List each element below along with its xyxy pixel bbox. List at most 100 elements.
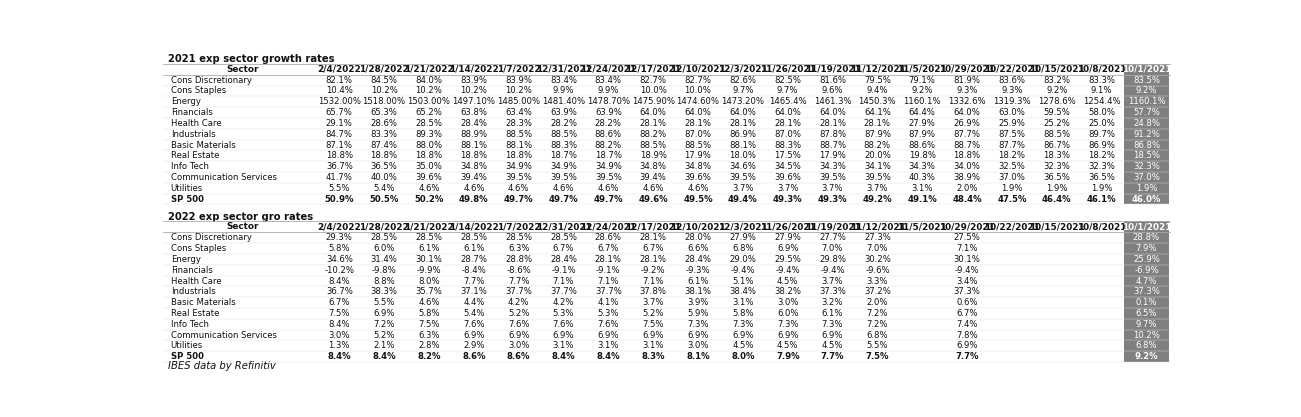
Text: 37.0%: 37.0% bbox=[1133, 173, 1160, 182]
Text: 3.1%: 3.1% bbox=[643, 342, 664, 350]
Text: 88.7%: 88.7% bbox=[820, 141, 846, 150]
Text: 63.9%: 63.9% bbox=[550, 108, 576, 117]
Text: -9.8%: -9.8% bbox=[372, 266, 397, 275]
Text: 5.3%: 5.3% bbox=[553, 309, 574, 318]
Text: 10.2%: 10.2% bbox=[461, 86, 488, 95]
Text: 8.4%: 8.4% bbox=[328, 320, 350, 329]
Text: 49.7%: 49.7% bbox=[593, 195, 623, 203]
Text: 87.8%: 87.8% bbox=[820, 130, 846, 139]
Text: 1485.00%: 1485.00% bbox=[497, 97, 540, 106]
Text: 34.9%: 34.9% bbox=[505, 162, 532, 171]
Text: 34.9%: 34.9% bbox=[595, 162, 622, 171]
Text: SP 500: SP 500 bbox=[170, 352, 204, 361]
Text: -8.6%: -8.6% bbox=[506, 266, 531, 275]
Text: 46.0%: 46.0% bbox=[1132, 195, 1162, 203]
Text: 28.5%: 28.5% bbox=[371, 233, 398, 242]
Text: 63.9%: 63.9% bbox=[595, 108, 622, 117]
Text: -8.4%: -8.4% bbox=[462, 266, 487, 275]
Text: 39.6%: 39.6% bbox=[415, 173, 442, 182]
Text: 11/12/2021: 11/12/2021 bbox=[850, 222, 905, 231]
Text: Info Tech: Info Tech bbox=[170, 320, 208, 329]
Text: 83.3%: 83.3% bbox=[371, 130, 398, 139]
Text: 11/26/2021: 11/26/2021 bbox=[760, 222, 816, 231]
Text: 9.3%: 9.3% bbox=[956, 86, 978, 95]
Text: 8.4%: 8.4% bbox=[597, 352, 621, 361]
Text: 7.8%: 7.8% bbox=[956, 331, 978, 339]
Text: 88.5%: 88.5% bbox=[505, 130, 532, 139]
Text: 12/17/2021: 12/17/2021 bbox=[626, 222, 682, 231]
Text: 7.3%: 7.3% bbox=[822, 320, 843, 329]
Text: 47.5%: 47.5% bbox=[997, 195, 1026, 203]
Text: 5.1%: 5.1% bbox=[732, 276, 753, 286]
Text: 5.5%: 5.5% bbox=[866, 342, 889, 350]
Text: Cons Staples: Cons Staples bbox=[170, 86, 226, 95]
Text: 49.6%: 49.6% bbox=[639, 195, 667, 203]
Text: 48.4%: 48.4% bbox=[952, 195, 982, 203]
Text: 49.7%: 49.7% bbox=[503, 195, 533, 203]
Text: 32.5%: 32.5% bbox=[998, 162, 1025, 171]
Bar bbox=[1124, 75, 1168, 85]
Text: 25.2%: 25.2% bbox=[1043, 119, 1071, 128]
Text: 63.4%: 63.4% bbox=[505, 108, 532, 117]
Text: 3.3%: 3.3% bbox=[866, 276, 889, 286]
Text: 28.2%: 28.2% bbox=[595, 119, 622, 128]
Text: 27.9%: 27.9% bbox=[730, 233, 756, 242]
Text: 91.2%: 91.2% bbox=[1133, 130, 1160, 139]
Text: 6.9%: 6.9% bbox=[553, 331, 574, 339]
Text: 18.3%: 18.3% bbox=[1043, 151, 1071, 160]
Text: 2/4/2022: 2/4/2022 bbox=[317, 65, 362, 74]
Text: 3.0%: 3.0% bbox=[687, 342, 709, 350]
Text: 28.0%: 28.0% bbox=[684, 233, 712, 242]
Text: Basic Materials: Basic Materials bbox=[170, 298, 235, 307]
Text: 27.5%: 27.5% bbox=[954, 233, 981, 242]
Text: 4.6%: 4.6% bbox=[463, 184, 484, 193]
Text: 86.7%: 86.7% bbox=[1043, 141, 1071, 150]
Text: 88.5%: 88.5% bbox=[550, 130, 578, 139]
Text: 86.8%: 86.8% bbox=[1133, 141, 1160, 150]
Text: -6.9%: -6.9% bbox=[1134, 266, 1159, 275]
Text: Energy: Energy bbox=[170, 97, 200, 106]
Text: 87.1%: 87.1% bbox=[325, 141, 353, 150]
Text: 39.4%: 39.4% bbox=[461, 173, 488, 182]
Text: 1/21/2022: 1/21/2022 bbox=[405, 222, 454, 231]
Bar bbox=[1124, 340, 1168, 351]
Text: 10.0%: 10.0% bbox=[640, 86, 666, 95]
Text: -9.4%: -9.4% bbox=[820, 266, 844, 275]
Text: 12/10/2021: 12/10/2021 bbox=[670, 222, 726, 231]
Text: 37.3%: 37.3% bbox=[1133, 287, 1160, 296]
Text: 34.0%: 34.0% bbox=[954, 162, 981, 171]
Text: 10/1/2021: 10/1/2021 bbox=[1121, 222, 1171, 231]
Text: -9.4%: -9.4% bbox=[775, 266, 800, 275]
Text: 88.3%: 88.3% bbox=[550, 141, 578, 150]
Text: 88.1%: 88.1% bbox=[461, 141, 488, 150]
Text: 6.1%: 6.1% bbox=[822, 309, 843, 318]
Text: 38.9%: 38.9% bbox=[954, 173, 981, 182]
Text: 10.2%: 10.2% bbox=[371, 86, 398, 95]
Text: 6.6%: 6.6% bbox=[687, 244, 709, 253]
Text: 27.3%: 27.3% bbox=[864, 233, 891, 242]
Text: 32.3%: 32.3% bbox=[1088, 162, 1115, 171]
Text: 1/28/2022: 1/28/2022 bbox=[359, 65, 409, 74]
Text: 88.5%: 88.5% bbox=[684, 141, 712, 150]
Text: 12/24/2021: 12/24/2021 bbox=[580, 65, 636, 74]
Text: 6.9%: 6.9% bbox=[822, 331, 843, 339]
Text: 64.0%: 64.0% bbox=[774, 108, 801, 117]
Text: 7.7%: 7.7% bbox=[507, 276, 530, 286]
Text: 11/19/2021: 11/19/2021 bbox=[805, 222, 860, 231]
Text: 88.2%: 88.2% bbox=[595, 141, 622, 150]
Text: 8.1%: 8.1% bbox=[686, 352, 710, 361]
Bar bbox=[1124, 319, 1168, 330]
Text: 27.7%: 27.7% bbox=[820, 233, 846, 242]
Text: 24.8%: 24.8% bbox=[1133, 119, 1160, 128]
Text: 6.9%: 6.9% bbox=[687, 331, 709, 339]
Text: 7.0%: 7.0% bbox=[822, 244, 843, 253]
Text: 39.5%: 39.5% bbox=[505, 173, 532, 182]
Text: 88.2%: 88.2% bbox=[864, 141, 891, 150]
Text: 34.6%: 34.6% bbox=[325, 255, 353, 264]
Text: 6.7%: 6.7% bbox=[329, 298, 350, 307]
Text: 18.8%: 18.8% bbox=[461, 151, 488, 160]
Text: 37.7%: 37.7% bbox=[505, 287, 532, 296]
Text: 10/22/2021: 10/22/2021 bbox=[984, 65, 1039, 74]
Text: 18.2%: 18.2% bbox=[1088, 151, 1115, 160]
Text: 10/1/2021: 10/1/2021 bbox=[1121, 65, 1171, 74]
